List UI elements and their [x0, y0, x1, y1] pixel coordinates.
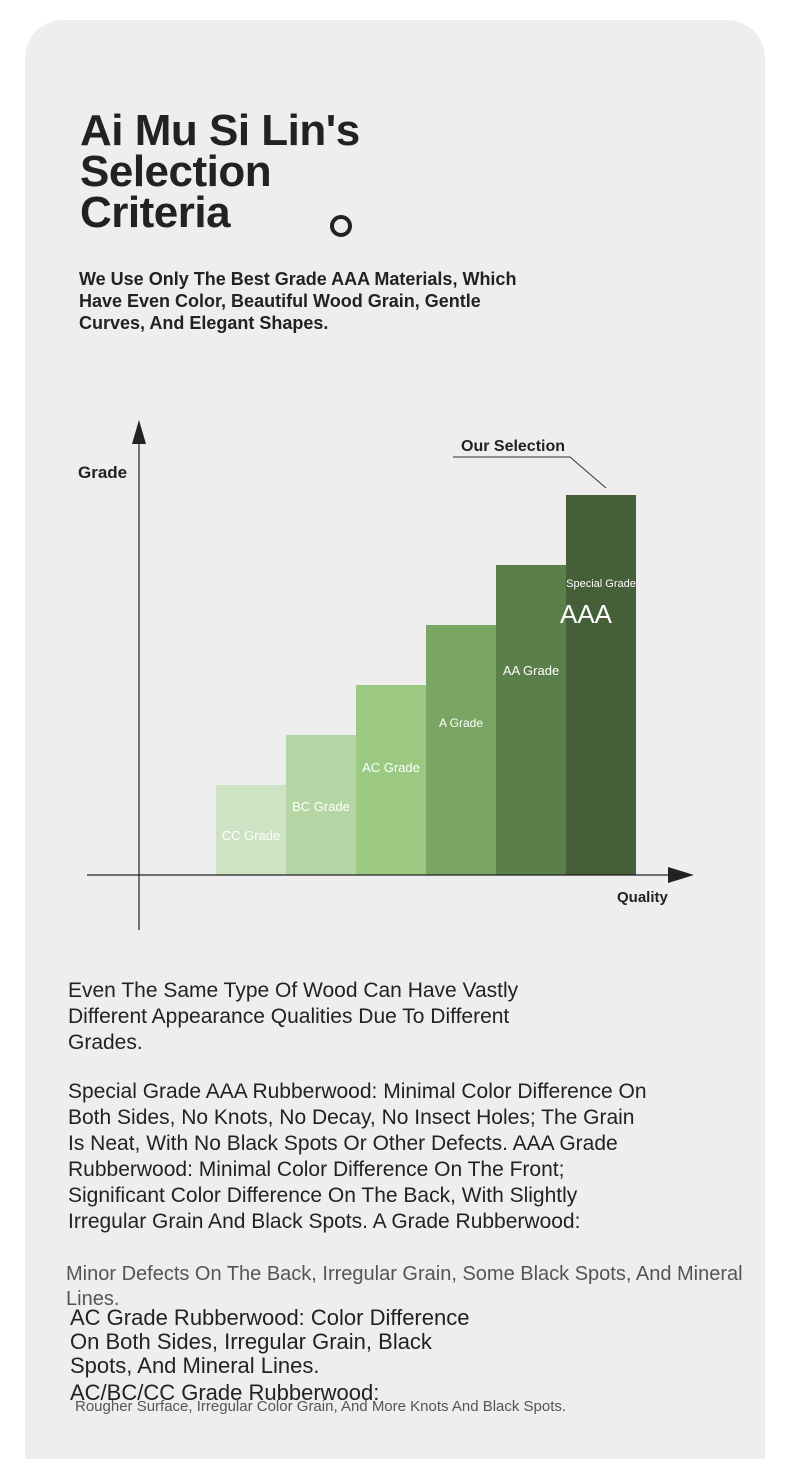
x-axis-arrow	[668, 867, 694, 883]
bars-group	[216, 495, 636, 875]
title-line: Criteria	[80, 188, 231, 237]
annotation-leader	[453, 456, 607, 489]
x-axis-label: Quality	[617, 889, 669, 906]
y-axis-label: Grade	[78, 463, 127, 482]
bar-label-3: AC Grade	[362, 760, 420, 775]
intro-text: Even The Same Type Of Wood Can Have Vast…	[68, 979, 519, 1054]
ac-grade-text: AC Grade Rubberwood: Color Difference On…	[70, 1305, 470, 1378]
bar-label-1: CC Grade	[222, 828, 281, 843]
bar-2	[286, 735, 356, 875]
title-line: Ai Mu Si Lin's	[80, 106, 360, 155]
bar-label-2: BC Grade	[292, 799, 350, 814]
bar-3	[356, 685, 426, 875]
ring-icon	[330, 215, 352, 237]
bar-label-5: AA Grade	[503, 663, 559, 678]
page-title: Ai Mu Si Lin's Selection Criteria	[80, 106, 360, 237]
grade-chart: Grade Quality Our Selection CC Grade BC G…	[78, 420, 694, 930]
bar-6	[566, 495, 636, 875]
labels-group: CC Grade BC Grade AC Grade A Grade AA Grade S…	[222, 578, 636, 843]
title-line: Selection	[80, 147, 272, 196]
details-text: Special Grade AAA Rubberwood: Minimal Co…	[68, 1080, 647, 1233]
subtitle: We Use Only The Best Grade AAA Materials…	[79, 269, 517, 333]
rough-surface-text: Rougher Surface, Irregular Color Grain, …	[75, 1398, 567, 1415]
overlap-text: Minor Defects On The Back, Irregular Gra…	[66, 1263, 743, 1310]
annotation-label: Our Selection	[461, 438, 565, 455]
bar-label-4: A Grade	[439, 716, 483, 730]
y-axis-arrow	[132, 420, 146, 444]
bar-label-6: Special Grade	[566, 578, 636, 590]
bar-1	[216, 785, 286, 875]
bar-5	[496, 565, 566, 875]
aaa-label: AAA	[560, 599, 613, 629]
acbc-grade-heading: AC/BC/CC Grade Rubberwood:	[70, 1380, 380, 1405]
bar-4	[426, 625, 496, 875]
